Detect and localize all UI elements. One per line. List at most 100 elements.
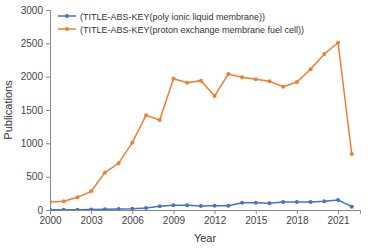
marker (117, 207, 121, 210)
tick: 0 (37, 205, 50, 216)
tick: 2000 (21, 71, 50, 82)
marker (50, 200, 52, 204)
tick-mark (297, 210, 298, 214)
tick: 2015 (245, 210, 268, 226)
tick-label: 3000 (21, 5, 44, 16)
marker (240, 201, 244, 205)
tick-mark (46, 77, 50, 78)
tick-mark (132, 210, 133, 214)
legend-label: (TITLE-ABS-KEY(proton exchange membrane … (80, 25, 304, 35)
marker (103, 171, 107, 175)
marker (144, 113, 148, 117)
legend-marker (65, 27, 69, 31)
marker (103, 207, 107, 210)
x-axis-title: Year (194, 232, 217, 244)
legend: (TITLE-ABS-KEY(poly ionic liquid membran… (58, 12, 304, 35)
tick-mark (338, 210, 339, 214)
series-line (50, 43, 352, 202)
marker (281, 85, 285, 89)
tick-mark (46, 43, 50, 44)
marker (336, 41, 340, 45)
marker (350, 152, 354, 156)
marker (213, 94, 217, 98)
tick-mark (91, 210, 92, 214)
tick-mark (173, 210, 174, 214)
marker (322, 52, 326, 56)
tick-label: 2006 (122, 215, 145, 226)
marker (62, 199, 66, 203)
marker (309, 200, 313, 204)
tick-label: 2018 (286, 215, 309, 226)
y-axis: 0 500 1000 1500 2000 2500 3000 (21, 5, 51, 216)
marker (295, 200, 299, 204)
marker (185, 81, 189, 85)
tick-label: 500 (26, 171, 43, 182)
marker (89, 208, 93, 210)
tick: 2006 (122, 210, 145, 226)
tick: 1000 (21, 138, 50, 149)
tick-mark (256, 210, 257, 214)
legend-entry: (TITLE-ABS-KEY(proton exchange membrane … (58, 25, 304, 35)
tick-label: 2000 (39, 215, 62, 226)
tick-label: 2021 (327, 215, 350, 226)
x-axis: 2000 2003 2006 2009 2012 2015 2018 2021 (39, 210, 360, 226)
tick: 2009 (163, 210, 186, 226)
tick: 1500 (21, 105, 50, 116)
tick-label: 0 (37, 205, 43, 216)
tick-label: 2009 (163, 215, 186, 226)
marker (322, 199, 326, 203)
marker (295, 80, 299, 84)
marker (213, 204, 217, 208)
marker (171, 77, 175, 81)
marker (240, 75, 244, 79)
marker (309, 67, 313, 71)
marker (254, 77, 258, 81)
tick: 2021 (327, 210, 350, 226)
series-line (50, 200, 352, 210)
tick-mark (46, 110, 50, 111)
marker (350, 205, 354, 209)
tick-mark (46, 143, 50, 144)
tick: 2018 (286, 210, 309, 226)
marker (336, 198, 340, 202)
marker (254, 201, 258, 205)
tick-label: 2000 (21, 71, 44, 82)
marker (75, 208, 79, 210)
tick-label: 2012 (204, 215, 227, 226)
y-axis-title: Publications (2, 80, 14, 140)
marker (226, 204, 230, 208)
tick-label: 1500 (21, 105, 44, 116)
plot-area (50, 41, 354, 210)
marker (226, 72, 230, 76)
marker (267, 79, 271, 83)
tick: 3000 (21, 5, 50, 16)
legend-entry: (TITLE-ABS-KEY(poly ionic liquid membran… (58, 12, 265, 22)
x-axis-line (51, 211, 361, 215)
marker (144, 206, 148, 210)
marker (171, 203, 175, 207)
tick: 500 (26, 171, 50, 182)
marker (199, 204, 203, 208)
tick: 2003 (81, 210, 104, 226)
legend-marker (65, 14, 69, 18)
marker (130, 141, 134, 145)
marker (117, 161, 121, 165)
tick-label: 2500 (21, 38, 44, 49)
tick-mark (46, 177, 50, 178)
marker (62, 208, 66, 210)
marker (199, 79, 203, 83)
marker (185, 203, 189, 207)
tick-mark (215, 210, 216, 214)
tick-mark (46, 210, 50, 211)
marker (267, 201, 271, 205)
tick-mark (46, 10, 50, 11)
marker (75, 195, 79, 199)
chart: 2000 2003 2006 2009 2012 2015 2018 2021 0 500 1000… (0, 0, 388, 248)
tick: 2012 (204, 210, 227, 226)
legend-label: (TITLE-ABS-KEY(poly ionic liquid membran… (80, 12, 265, 22)
marker (281, 200, 285, 204)
marker (130, 207, 134, 210)
tick-label: 2003 (81, 215, 104, 226)
marker (158, 118, 162, 122)
marker (89, 189, 93, 193)
